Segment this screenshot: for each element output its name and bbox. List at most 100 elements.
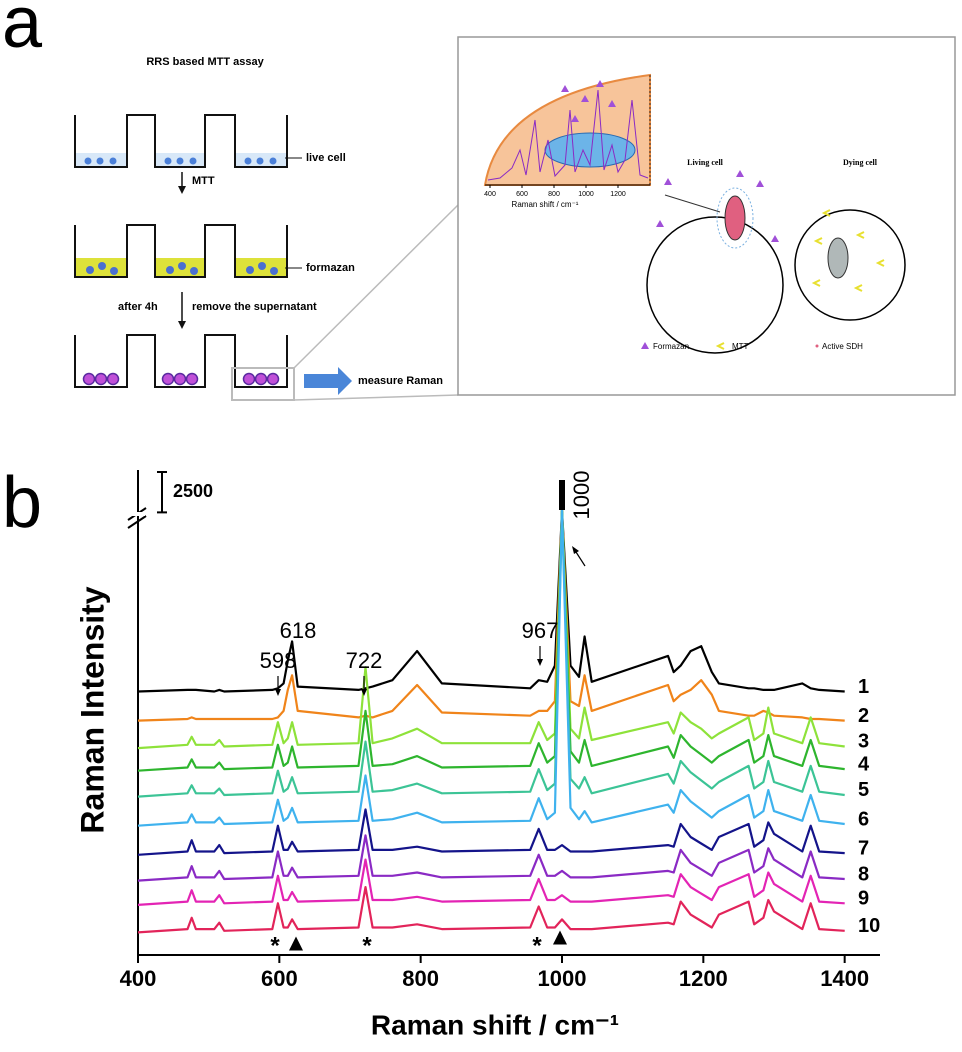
spectrum (137, 509, 845, 693)
cell (266, 372, 280, 386)
formazan-cells (82, 372, 280, 386)
series-label: 10 (858, 915, 880, 937)
cell (82, 372, 96, 386)
x-tick-label: 1000 (538, 966, 587, 991)
spectrum (137, 858, 845, 906)
step-label: live cell (306, 152, 346, 164)
cell (246, 266, 254, 274)
legend-label: MTT (732, 342, 749, 351)
inset-tick-label: 800 (548, 191, 560, 198)
annotation: * (362, 932, 372, 959)
inset-tick-label: 1000 (578, 191, 594, 198)
spectrum (137, 509, 845, 772)
x-tick-label: 800 (402, 966, 439, 991)
well-row (74, 114, 288, 168)
y-axis-label: Raman Intensity (74, 586, 110, 833)
zoom-line (293, 394, 459, 401)
cell-label: Living cell (687, 158, 724, 167)
series-label: 1 (858, 676, 869, 698)
cell (164, 157, 172, 165)
annotation: ▲ (284, 929, 308, 956)
panel-a: a RRS based MTT assay (2, 0, 956, 401)
spectrum (137, 509, 845, 798)
cell-label: Dying cell (843, 158, 878, 167)
inset-tick-label: 400 (484, 191, 496, 198)
panel-b: b Raman Intensity Raman shift / cm⁻¹ 400… (2, 463, 880, 1040)
legend-swatch (641, 342, 649, 349)
panel-label: a (2, 0, 43, 63)
x-tick-label: 600 (261, 966, 298, 991)
spectrum (137, 509, 845, 827)
cell (258, 262, 266, 270)
cell (161, 372, 175, 386)
x-tick-label: 400 (120, 966, 157, 991)
annotation: * (270, 932, 280, 959)
arrow-label: MTT (192, 175, 215, 187)
series-label: 6 (858, 808, 869, 830)
annotation-arrow-head (572, 546, 579, 554)
living-cell (646, 216, 784, 354)
cell (106, 372, 120, 386)
dying-cell (794, 209, 906, 321)
cell (190, 267, 198, 275)
mtt-mark (811, 209, 885, 292)
scale-bar-label: 2500 (173, 481, 213, 501)
legend-swatch (815, 344, 819, 348)
spectrum (137, 808, 845, 856)
arrow-label: remove the supernatant (192, 301, 317, 313)
series-label: 5 (858, 779, 869, 801)
annotation: 722 (346, 648, 383, 673)
spectrum (137, 834, 845, 882)
cell (94, 372, 108, 386)
annotation: 598 (260, 648, 297, 673)
series-label: 8 (858, 863, 869, 885)
legend-label: Formazan (653, 342, 689, 351)
cell (269, 157, 277, 165)
cell (256, 157, 264, 165)
mitochondrion (724, 195, 746, 241)
formazan-wells (76, 258, 286, 276)
annotation-arrow-head (275, 689, 281, 696)
cell (176, 157, 184, 165)
annotation-arrow (575, 551, 586, 567)
scale-bar (157, 471, 167, 514)
panel-title: RRS based MTT assay (146, 56, 264, 68)
cell (110, 267, 118, 275)
inset: Raman shift / cm⁻¹ 400 600 800 1000 1200 Liv… (483, 73, 906, 354)
axis-break-gap (131, 512, 145, 516)
spectrum (137, 885, 845, 934)
selection-box (231, 367, 295, 401)
inset-x-label: Raman shift / cm⁻¹ (512, 200, 579, 209)
cell (86, 266, 94, 274)
cell (173, 372, 187, 386)
cells (84, 157, 277, 165)
cell (84, 157, 92, 165)
mitochondrion (827, 237, 849, 279)
cell (109, 157, 117, 165)
cell (166, 266, 174, 274)
legend-label: Active SDH (822, 342, 863, 351)
well-row (74, 224, 288, 278)
cell (185, 372, 199, 386)
mtt-markers (811, 209, 885, 292)
annotation: 1000 (569, 471, 594, 520)
annotation: 618 (280, 618, 317, 643)
cell (189, 157, 197, 165)
panel-label: b (2, 463, 42, 543)
legend-swatch (715, 342, 725, 350)
inset-tick-label: 600 (516, 191, 528, 198)
spectrum (137, 509, 845, 722)
series-label: 2 (858, 705, 869, 727)
pointer (664, 194, 721, 213)
cell (244, 157, 252, 165)
blue-arrow (304, 367, 352, 395)
arrow-label: after 4h (118, 301, 158, 313)
series-label: 7 (858, 837, 869, 859)
cell (242, 372, 256, 386)
annotation-arrow-head (537, 659, 543, 666)
annotation-arrow-head (361, 689, 367, 696)
series-label: 9 (858, 888, 869, 910)
annotation: 967 (522, 618, 559, 643)
